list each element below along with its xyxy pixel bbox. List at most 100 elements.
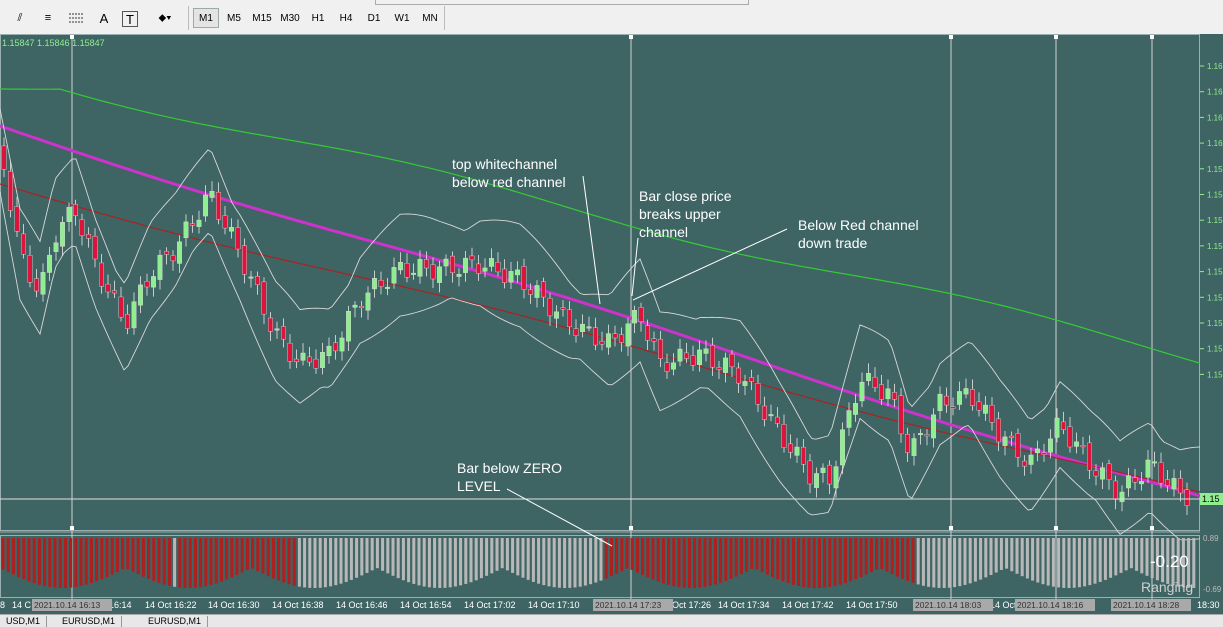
candle-body xyxy=(138,284,143,306)
tab-eurusd-m1[interactable]: EURUSD,M1 xyxy=(56,616,123,627)
price-tick-label: 1.15 xyxy=(1207,370,1223,379)
histogram-bar xyxy=(828,538,832,587)
candle-body xyxy=(885,388,891,400)
candle-body xyxy=(417,259,423,277)
candle-body xyxy=(164,251,169,255)
histogram-bar xyxy=(823,538,827,588)
histogram-bar xyxy=(833,538,837,586)
tf-d1-button[interactable]: D1 xyxy=(367,12,381,24)
tf-h1-button[interactable]: H1 xyxy=(311,12,325,24)
histogram-bar xyxy=(360,538,364,576)
histogram-bar xyxy=(542,538,546,586)
histogram-bar xyxy=(635,538,639,573)
histogram-bar xyxy=(942,538,946,588)
chart-area[interactable]: 1.16 1.16 1.16 1.16 1.15 1.15 1.15 1.15 1.15 1.15… xyxy=(0,34,1223,614)
candle-body xyxy=(1158,462,1164,484)
fibo-expansion-icon[interactable]: ≡ xyxy=(44,12,52,24)
histogram-bar xyxy=(152,538,156,581)
candle-body xyxy=(216,192,221,220)
histogram-bar xyxy=(1135,538,1139,571)
histogram-bar xyxy=(240,538,244,573)
candle-body xyxy=(73,204,78,216)
candle-body xyxy=(313,358,319,369)
histogram-bar xyxy=(136,538,140,575)
candle-body xyxy=(190,223,195,226)
candle-body xyxy=(1106,463,1112,480)
histogram-bar xyxy=(401,538,405,581)
histogram-bar xyxy=(745,538,749,572)
arrows-tool-icon[interactable]: ⬥▾ xyxy=(158,11,172,24)
histogram-bar xyxy=(703,538,707,587)
tab-eurusd-m1-2[interactable]: EURUSD,M1 xyxy=(142,616,209,627)
candle-body xyxy=(528,289,533,295)
histogram-bar xyxy=(219,538,223,582)
histogram-bar xyxy=(760,538,764,573)
candle-body xyxy=(619,334,624,343)
histogram-bar xyxy=(854,538,858,580)
marker-handle xyxy=(629,35,633,39)
histogram-bar xyxy=(105,538,109,577)
histogram-bar xyxy=(162,538,166,585)
tab-usd-m1[interactable]: USD,M1 xyxy=(0,616,48,627)
candle-body xyxy=(281,326,286,340)
candle-body xyxy=(716,367,722,370)
histogram-bar xyxy=(1145,538,1149,576)
histogram-bar xyxy=(968,538,972,584)
candle-body xyxy=(1002,436,1008,446)
candle-body xyxy=(872,376,878,388)
histogram-bar xyxy=(1067,538,1071,588)
histogram-bar xyxy=(438,538,442,588)
price-chart[interactable]: 1.16 1.16 1.16 1.16 1.15 1.15 1.15 1.15 1.15 1.15… xyxy=(0,34,1223,614)
annotation-pointer xyxy=(631,237,639,297)
crosshair-time-label: 2021.10.14 16:13 xyxy=(34,600,100,610)
candle-body xyxy=(359,305,364,308)
histogram-bar xyxy=(349,538,353,580)
histogram-bar xyxy=(214,538,218,584)
candle-body xyxy=(567,309,572,328)
candle-body xyxy=(560,307,566,310)
tf-w1-button[interactable]: W1 xyxy=(394,12,410,24)
histogram-bar xyxy=(947,538,951,588)
candle-body xyxy=(1080,445,1086,448)
candle-body xyxy=(489,258,494,267)
histogram-bar xyxy=(69,538,73,588)
candle-body xyxy=(638,307,644,322)
candle-body xyxy=(125,314,130,329)
tf-h4-button[interactable]: H4 xyxy=(339,12,353,24)
candle-body xyxy=(1067,426,1073,448)
candle-body xyxy=(944,395,949,406)
histogram-bar xyxy=(43,538,47,586)
candle-body xyxy=(632,310,637,324)
candle-body xyxy=(177,241,182,264)
text-label-tool-icon[interactable]: T xyxy=(122,11,138,27)
histogram-bar xyxy=(1025,538,1029,579)
candle-body xyxy=(775,416,780,424)
candle-body xyxy=(710,345,715,368)
histogram-bar xyxy=(719,538,723,583)
histogram-bar xyxy=(485,538,489,576)
histogram-bar xyxy=(1119,538,1123,573)
candle-body xyxy=(749,377,754,382)
tf-mn-button[interactable]: MN xyxy=(422,12,438,24)
histogram-bar xyxy=(713,538,717,585)
histogram-bar xyxy=(739,538,743,575)
tf-m15-button[interactable]: M15 xyxy=(252,12,272,24)
tf-m1-button[interactable]: M1 xyxy=(193,8,219,28)
fibo-channel-icon-svg xyxy=(69,13,83,23)
candle-body xyxy=(14,206,20,232)
fibo-fan-icon[interactable]: ⫽ xyxy=(17,11,23,24)
candle-body xyxy=(47,254,52,273)
candle-body xyxy=(820,467,826,473)
fibo-channel-icon[interactable] xyxy=(66,8,86,28)
marker-handle xyxy=(629,526,633,530)
histogram-bar xyxy=(604,538,608,579)
candle-body xyxy=(918,433,923,436)
histogram-bar xyxy=(1098,538,1102,582)
tf-m30-button[interactable]: M30 xyxy=(280,12,300,24)
tf-m5-button[interactable]: M5 xyxy=(227,12,241,24)
histogram-bar xyxy=(901,538,905,579)
histogram-bar xyxy=(1015,538,1019,574)
candle-body xyxy=(788,443,793,453)
text-tool-icon[interactable]: A xyxy=(99,10,109,26)
candle-body xyxy=(983,404,988,414)
